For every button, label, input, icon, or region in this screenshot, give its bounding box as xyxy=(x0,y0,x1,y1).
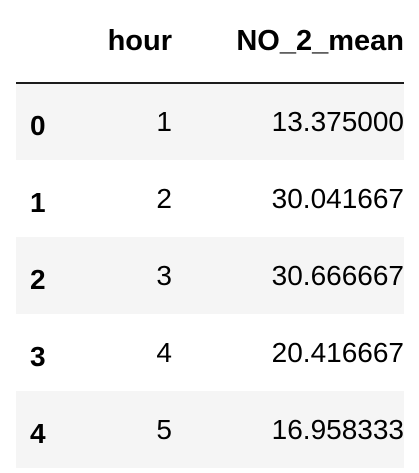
cell-hour: 2 xyxy=(156,182,172,214)
cell-no2-mean: 16.958333 xyxy=(271,413,404,445)
cell-no2-mean: 20.416667 xyxy=(271,336,404,368)
column-header-hour: hour xyxy=(74,0,172,84)
table-row: 1 2 30.041667 xyxy=(16,160,404,237)
cell-no2-mean: 13.375000 xyxy=(271,106,404,137)
index-column-header xyxy=(16,0,74,84)
table-row: 0 1 13.375000 xyxy=(16,83,404,160)
cell-no2-mean: 30.666667 xyxy=(271,259,404,291)
table-row: 2 3 30.666667 xyxy=(16,237,404,314)
column-header-no2-mean: NO_2_mean xyxy=(172,0,404,84)
cell-hour: 5 xyxy=(156,413,172,445)
row-index: 4 xyxy=(30,417,46,449)
cell-no2-mean: 30.041667 xyxy=(271,182,404,214)
row-index: 1 xyxy=(30,186,46,218)
row-index: 3 xyxy=(30,340,46,372)
table-body: 0 1 13.375000 1 2 30.041667 2 3 30.66666… xyxy=(16,83,404,468)
dataframe-table: hour NO_2_mean 0 1 13.375000 1 2 30.0416… xyxy=(16,0,404,468)
header-row: hour NO_2_mean xyxy=(16,0,404,84)
row-index: 2 xyxy=(30,263,46,295)
row-index: 0 xyxy=(30,110,46,141)
cell-hour: 3 xyxy=(156,259,172,291)
table-row: 4 5 16.958333 xyxy=(16,391,404,468)
table-row: 3 4 20.416667 xyxy=(16,314,404,391)
table-header: hour NO_2_mean xyxy=(16,0,404,84)
cell-hour: 4 xyxy=(156,336,172,368)
cell-hour: 1 xyxy=(156,106,172,137)
